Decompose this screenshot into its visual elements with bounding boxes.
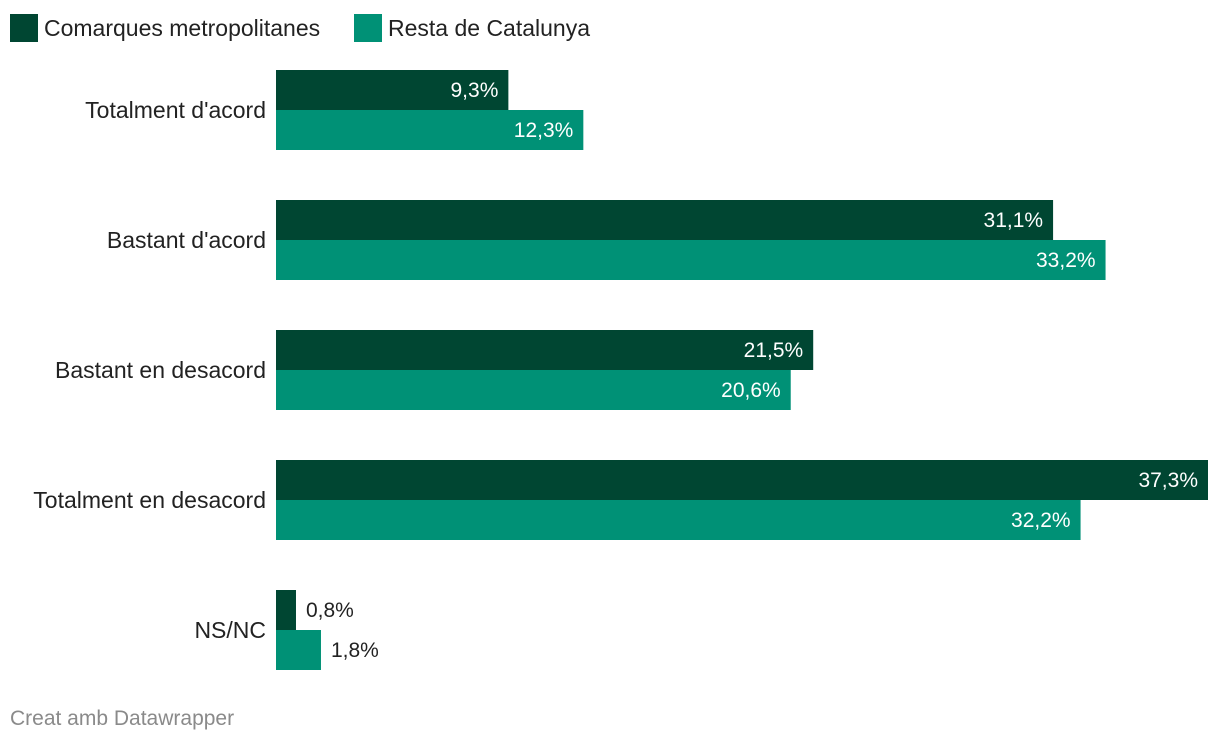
value-label: 1,8%: [331, 639, 379, 662]
bar-chart: Comarques metropolitanes Resta de Catalun…: [10, 14, 1208, 670]
category-label: Bastant en desacord: [55, 357, 266, 383]
value-label: 31,1%: [984, 209, 1044, 232]
legend-label-1: Comarques metropolitanes: [44, 15, 320, 41]
credit-text: Creat amb Datawrapper: [10, 707, 235, 730]
value-label: 9,3%: [451, 79, 499, 102]
chart-legend: Comarques metropolitanes Resta de Catalun…: [10, 14, 590, 42]
value-labels: 9,3% 31,1% 21,5% 37,3% 0,8% 12,3% 33,2% 20,6% 32…: [306, 79, 1198, 662]
bars: [276, 70, 1208, 670]
bar-resta-1: [276, 110, 584, 150]
value-label: 0,8%: [306, 599, 354, 622]
value-label: 21,5%: [744, 339, 804, 362]
category-label: Bastant d'acord: [107, 227, 266, 253]
value-label: 32,2%: [1011, 509, 1071, 532]
category-labels: Totalment d'acord Bastant d'acord Bastant …: [33, 97, 266, 643]
legend-swatch-1: [10, 14, 38, 42]
value-label: 20,6%: [721, 379, 781, 402]
bar-metropolitanes-4: [276, 460, 1208, 500]
bar-metropolitanes-2: [276, 200, 1054, 240]
bar-resta-4: [276, 500, 1081, 540]
value-label: 12,3%: [514, 119, 574, 142]
legend-label-2: Resta de Catalunya: [388, 15, 590, 41]
bar-resta-3: [276, 370, 791, 410]
bar-resta-5: [276, 630, 321, 670]
bar-metropolitanes-5: [276, 590, 296, 630]
category-label: Totalment en desacord: [33, 487, 266, 513]
category-label: NS/NC: [194, 617, 266, 643]
bar-metropolitanes-1: [276, 70, 509, 110]
bar-metropolitanes-3: [276, 330, 814, 370]
value-label: 33,2%: [1036, 249, 1096, 272]
bar-resta-2: [276, 240, 1106, 280]
category-label: Totalment d'acord: [85, 97, 266, 123]
value-label: 37,3%: [1138, 469, 1198, 492]
legend-swatch-2: [354, 14, 382, 42]
